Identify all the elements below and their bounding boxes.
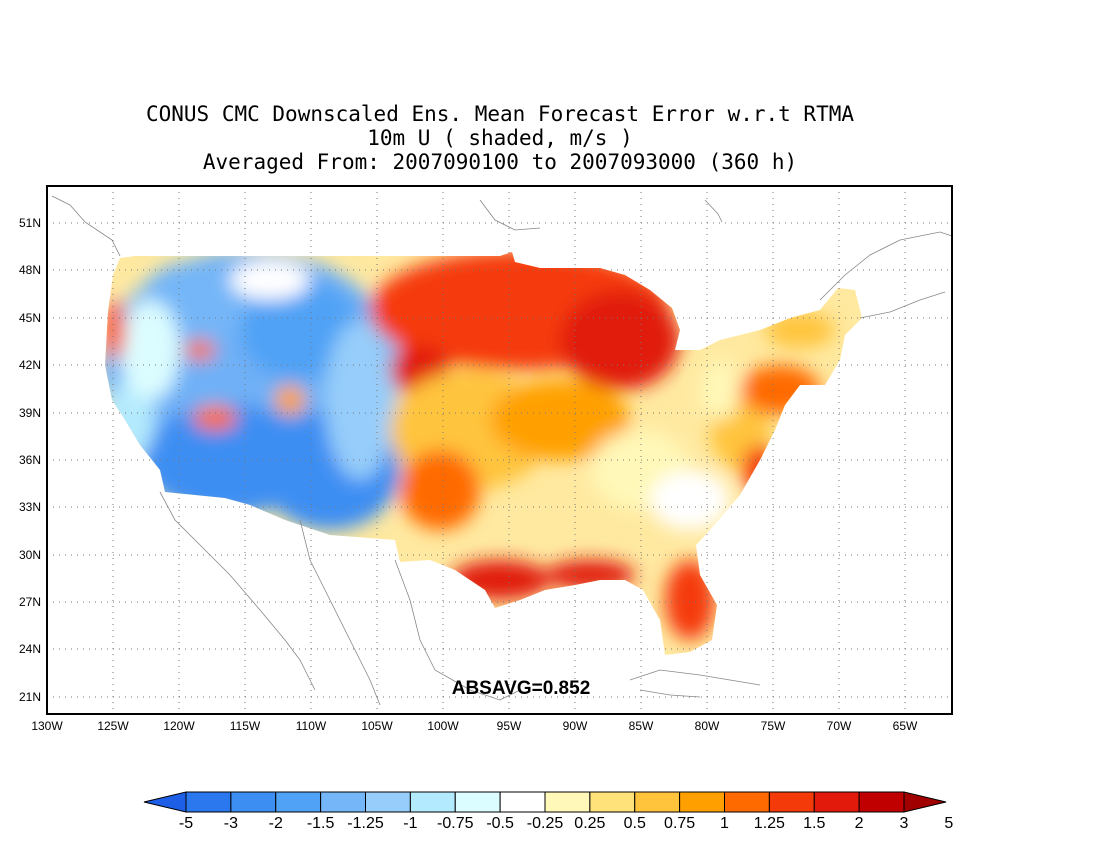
coastlines — [51, 195, 953, 706]
shaded-field — [105, 252, 862, 655]
colorbar-label: -3 — [224, 815, 238, 832]
lon-label: 65W — [893, 719, 918, 733]
plot-frame — [46, 185, 953, 715]
lon-label: 95W — [497, 719, 522, 733]
colorbar-swatch — [858, 791, 905, 813]
lat-label: 51N — [19, 216, 41, 230]
lat-label: 45N — [19, 311, 41, 325]
lon-label: 90W — [563, 719, 588, 733]
colorbar-label: -0.5 — [486, 815, 514, 832]
colorbar-swatch — [589, 791, 636, 813]
lon-label: 105W — [361, 719, 393, 733]
lon-label: 80W — [695, 719, 720, 733]
colorbar-swatch — [320, 791, 366, 813]
title-line-3: Averaged From: 2007090100 to 2007093000 … — [202, 150, 798, 174]
colorbar-swatch — [679, 791, 725, 813]
colorbar-label: 0.5 — [624, 815, 646, 832]
colorbar-label: 2 — [855, 815, 864, 832]
lat-label: 24N — [19, 642, 41, 656]
lat-label: 33N — [19, 500, 41, 514]
colorbar-swatch — [768, 791, 815, 813]
colorbar-swatch — [230, 791, 277, 813]
colorbar-label: -5 — [179, 815, 193, 832]
colorbar-label: -1.25 — [347, 815, 384, 832]
colorbar-label: 0.25 — [574, 815, 605, 832]
colorbar-label: -1.5 — [307, 815, 335, 832]
lon-label: 85W — [629, 719, 654, 733]
lon-label: 130W — [31, 719, 63, 733]
absavg-annotation: ABSAVG=0.852 — [452, 678, 591, 699]
lon-label: 120W — [163, 719, 195, 733]
colorbar: -5 -3 -2 -1.5 -1.25 -1 -0.75 -0.5 -0.25 0.25 0.5 0.… — [143, 791, 953, 832]
colorbar-swatch — [813, 791, 860, 813]
colorbar-label: 3 — [900, 815, 909, 832]
colorbar-swatch — [143, 791, 187, 813]
colorbar-swatch — [185, 791, 232, 813]
colorbar-swatch — [409, 791, 456, 813]
colorbar-label: 1.5 — [803, 815, 825, 832]
lon-label: 100W — [427, 719, 459, 733]
lat-label: 48N — [19, 263, 41, 277]
colorbar-swatch — [634, 791, 681, 813]
lon-label: 75W — [761, 719, 786, 733]
colorbar-label: 5 — [944, 815, 953, 832]
colorbar-swatch — [903, 791, 947, 813]
colorbar-label: -2 — [269, 815, 283, 832]
lat-label: 21N — [19, 690, 41, 704]
lat-label: 39N — [19, 406, 41, 420]
lat-axis: 51N 48N 45N 42N 39N 36N 33N 30N 27N 24N … — [19, 216, 41, 704]
colorbar-swatch — [454, 791, 501, 813]
lon-label: 110W — [296, 719, 327, 733]
colorbar-label: -1 — [403, 815, 417, 832]
colorbar-label: 1.25 — [754, 815, 785, 832]
lon-label: 125W — [97, 719, 129, 733]
title-line-2: 10m U ( shaded, m/s ) — [367, 126, 633, 150]
colorbar-label: 0.75 — [664, 815, 695, 832]
lon-label: 115W — [230, 719, 261, 733]
lon-label: 70W — [827, 719, 852, 733]
colorbar-swatch — [544, 791, 591, 813]
lat-label: 36N — [19, 453, 41, 467]
title-line-1: CONUS CMC Downscaled Ens. Mean Forecast … — [145, 102, 854, 126]
colorbar-label: 1 — [720, 815, 729, 832]
colorbar-label: -0.75 — [437, 815, 474, 832]
colorbar-swatch — [365, 791, 411, 813]
gridlines — [47, 186, 952, 714]
lat-label: 42N — [19, 358, 41, 372]
lat-label: 27N — [19, 595, 41, 609]
lat-label: 30N — [19, 548, 41, 562]
colorbar-swatch — [724, 791, 770, 813]
colorbar-swatch — [275, 791, 322, 813]
lon-axis: 130W 125W 120W 115W 110W 105W 100W 95W 9… — [31, 719, 918, 733]
colorbar-label: -0.25 — [527, 815, 564, 832]
colorbar-swatch — [499, 791, 546, 813]
